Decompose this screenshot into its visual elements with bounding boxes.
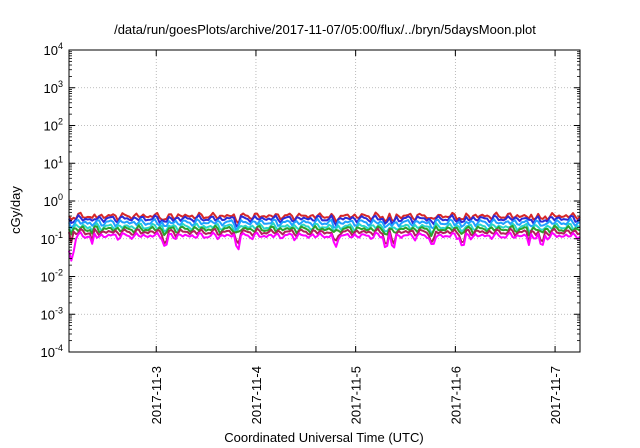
- y-tick-base: 10: [41, 345, 55, 360]
- y-tick-label: 10-1: [41, 230, 63, 247]
- x-tick-label: 2017-11-6: [448, 366, 463, 424]
- x-tick-label: 2017-11-5: [349, 366, 364, 424]
- y-tick-base: 10: [41, 307, 55, 322]
- series-line: [68, 217, 581, 232]
- y-tick-exponent: -1: [55, 230, 63, 240]
- series-line: [68, 224, 581, 237]
- y-tick-exponent: 1: [58, 154, 63, 164]
- series-line: [68, 227, 581, 245]
- y-tick-label: 10-4: [41, 343, 63, 360]
- y-tick-exponent: 4: [58, 41, 63, 51]
- y-tick-base: 10: [44, 81, 58, 96]
- x-tick-label: 2017-11-4: [249, 366, 264, 424]
- grid-layer: [69, 49, 580, 353]
- y-axis-label: cGy/day: [8, 186, 23, 234]
- chart-title: /data/run/goesPlots/archive/2017-11-07/0…: [114, 22, 536, 37]
- y-tick-label: 10-2: [41, 268, 63, 285]
- y-tick-label: 100: [44, 192, 63, 209]
- y-tick-base: 10: [44, 43, 58, 58]
- axis-layer: 10410310210110010-110-210-310-42017-11-3…: [41, 41, 580, 424]
- y-tick-exponent: -4: [55, 343, 63, 353]
- x-tick-label: 2017-11-3: [149, 366, 164, 424]
- y-tick-exponent: 2: [58, 117, 63, 127]
- y-tick-base: 10: [41, 232, 55, 247]
- y-tick-base: 10: [44, 156, 58, 171]
- y-tick-label: 103: [44, 79, 63, 96]
- y-tick-exponent: -2: [55, 268, 63, 278]
- x-tick-label: 2017-11-7: [548, 366, 563, 424]
- series-line: [68, 222, 581, 235]
- y-tick-exponent: 3: [58, 79, 63, 89]
- y-tick-base: 10: [41, 270, 55, 285]
- series-line: [68, 231, 581, 262]
- y-tick-label: 10-3: [41, 305, 63, 322]
- series-line: [68, 211, 581, 225]
- y-tick-base: 10: [44, 194, 58, 209]
- x-axis-label: Coordinated Universal Time (UTC): [224, 430, 423, 445]
- y-tick-exponent: -3: [55, 305, 63, 315]
- y-tick-label: 104: [44, 41, 63, 58]
- y-tick-label: 102: [44, 117, 63, 134]
- y-tick-label: 101: [44, 154, 63, 171]
- series-line: [68, 214, 581, 228]
- y-tick-base: 10: [44, 119, 58, 134]
- y-tick-exponent: 0: [58, 192, 63, 202]
- series-layer: [68, 211, 581, 262]
